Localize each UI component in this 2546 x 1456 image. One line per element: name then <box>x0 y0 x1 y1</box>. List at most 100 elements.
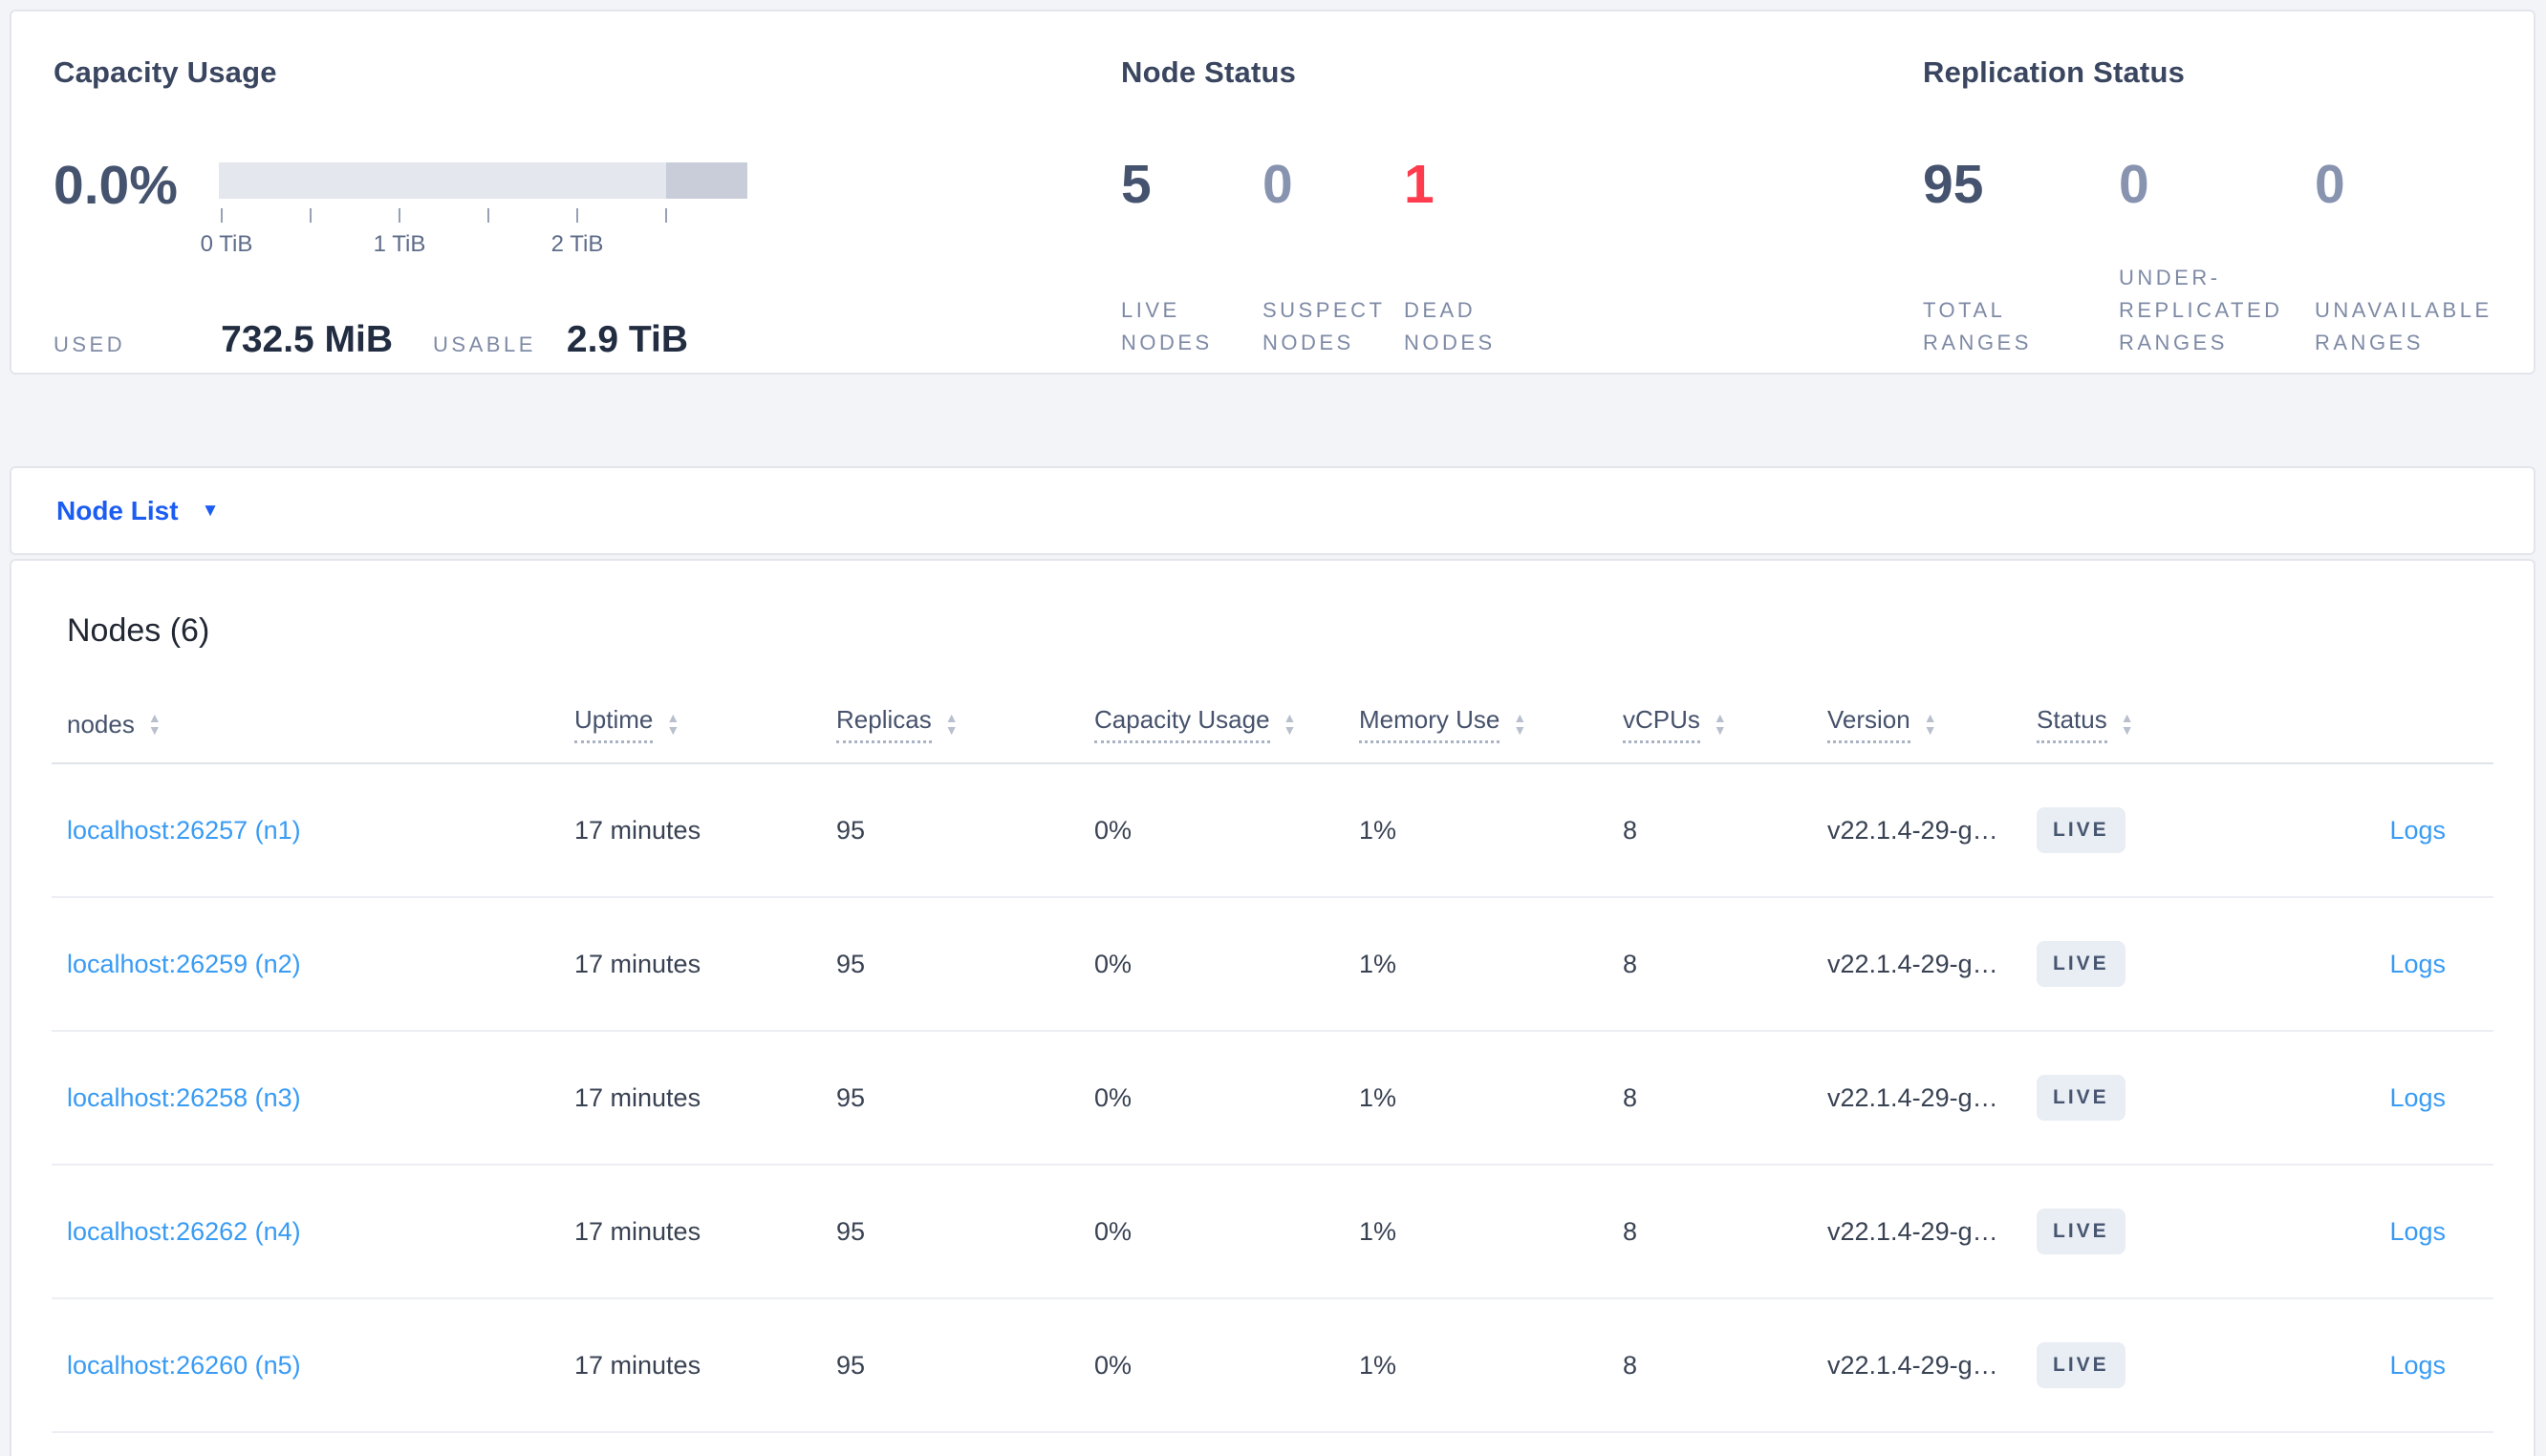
capacity-usage-cell: 0% <box>1094 1216 1133 1246</box>
total-ranges-value: 95 <box>1923 154 1984 215</box>
logs-link[interactable]: Logs <box>2389 1350 2446 1380</box>
cluster-summary-panel: Capacity Usage 0.0% <box>10 10 2535 375</box>
total-ranges-label: TOTAL RANGES <box>1923 298 2032 354</box>
replication-status-title: Replication Status <box>1923 55 2186 89</box>
node-status-section: Node Status 5 LIVE NODES 0 SUSPECT NODES… <box>1121 11 1923 373</box>
uptime-cell: 17 minutes <box>574 815 701 845</box>
column-header-replicas[interactable]: Replicas ▲ ▼ <box>836 705 1094 743</box>
chevron-down-icon[interactable]: ▼ <box>201 500 220 521</box>
capacity-used-percent: 0.0% <box>54 155 178 216</box>
capacity-axis-ticks <box>219 208 754 224</box>
uptime-cell: 17 minutes <box>574 1350 701 1380</box>
replicas-cell: 95 <box>836 1216 866 1246</box>
vcpus-cell: 8 <box>1623 949 1638 978</box>
column-header-version[interactable]: Version ▲ ▼ <box>1827 705 2037 743</box>
memory-use-cell: 1% <box>1359 949 1397 978</box>
vcpus-cell: 8 <box>1623 1216 1638 1246</box>
node-list-dropdown[interactable]: Node List <box>56 495 179 525</box>
dead-nodes-label: DEAD NODES <box>1404 298 1496 354</box>
unavailable-ranges-label: UNAVAILABLE RANGES <box>2315 298 2492 354</box>
nodes-table-header: nodes ▲ ▼ Uptime ▲ ▼ Replicas ▲ ▼ Capacity … <box>52 686 2493 764</box>
live-nodes-label: LIVE NODES <box>1121 298 1213 354</box>
capacity-bar-other-segment <box>666 162 747 199</box>
vcpus-cell: 8 <box>1623 1082 1638 1112</box>
uptime-cell: 17 minutes <box>574 1082 701 1112</box>
dead-nodes-stat: 1 DEAD NODES <box>1404 149 1545 359</box>
status-badge: LIVE <box>2037 807 2125 853</box>
unavailable-ranges-stat: 0 UNAVAILABLE RANGES <box>2315 149 2511 359</box>
memory-use-cell: 1% <box>1359 815 1397 845</box>
column-header-memory-use[interactable]: Memory Use ▲ ▼ <box>1359 705 1623 743</box>
under-replicated-ranges-value: 0 <box>2119 154 2149 215</box>
sort-icon[interactable]: ▲ ▼ <box>1713 710 1727 738</box>
node-link[interactable]: localhost:26258 (n3) <box>67 1082 301 1112</box>
under-replicated-ranges-stat: 0 UNDER- REPLICATED RANGES <box>2119 149 2315 359</box>
column-header-capacity-usage[interactable]: Capacity Usage ▲ ▼ <box>1094 705 1359 743</box>
logs-link[interactable]: Logs <box>2389 949 2446 978</box>
version-cell: v22.1.4-29-g… <box>1827 949 1998 978</box>
capacity-usage-bar-chart: 0 TiB 1 TiB 2 TiB <box>201 151 754 260</box>
replication-status-section: Replication Status 95 TOTAL RANGES 0 UND… <box>1923 11 2534 373</box>
replicas-cell: 95 <box>836 949 866 978</box>
total-ranges-stat: 95 TOTAL RANGES <box>1923 149 2119 359</box>
node-link[interactable]: localhost:26262 (n4) <box>67 1216 301 1246</box>
suspect-nodes-label: SUSPECT NODES <box>1262 298 1386 354</box>
sort-icon[interactable]: ▲ ▼ <box>147 710 162 738</box>
suspect-nodes-stat: 0 SUSPECT NODES <box>1262 149 1404 359</box>
suspect-nodes-value: 0 <box>1262 154 1293 215</box>
status-badge: LIVE <box>2037 941 2125 987</box>
capacity-usage-cell: 0% <box>1094 815 1133 845</box>
memory-use-cell: 1% <box>1359 1216 1397 1246</box>
uptime-cell: 17 minutes <box>574 949 701 978</box>
nodes-table-body: localhost:26257 (n1) 17 minutes 95 0% 1%… <box>52 764 2493 1433</box>
memory-use-cell: 1% <box>1359 1082 1397 1112</box>
sort-icon[interactable]: ▲ ▼ <box>1923 710 1937 738</box>
node-link[interactable]: localhost:26257 (n1) <box>67 815 301 845</box>
capacity-usage-cell: 0% <box>1094 949 1133 978</box>
logs-link[interactable]: Logs <box>2389 815 2446 845</box>
version-cell: v22.1.4-29-g… <box>1827 815 1998 845</box>
used-label: USED <box>54 332 126 356</box>
replicas-cell: 95 <box>836 1350 866 1380</box>
table-row: localhost:26257 (n1) 17 minutes 95 0% 1%… <box>52 764 2493 898</box>
column-header-status[interactable]: Status ▲ ▼ <box>2037 705 2266 743</box>
uptime-cell: 17 minutes <box>574 1216 701 1246</box>
axis-label-0tib: 0 TiB <box>200 231 253 257</box>
sort-icon[interactable]: ▲ ▼ <box>2120 710 2134 738</box>
node-status-title: Node Status <box>1121 55 1297 89</box>
node-link[interactable]: localhost:26260 (n5) <box>67 1350 301 1380</box>
capacity-usage-cell: 0% <box>1094 1350 1133 1380</box>
version-cell: v22.1.4-29-g… <box>1827 1082 1998 1112</box>
capacity-bar-free-segment <box>219 162 666 199</box>
table-row: localhost:26258 (n3) 17 minutes 95 0% 1%… <box>52 1032 2493 1166</box>
logs-link[interactable]: Logs <box>2389 1216 2446 1246</box>
unavailable-ranges-value: 0 <box>2315 154 2345 215</box>
sort-icon[interactable]: ▲ ▼ <box>944 710 959 738</box>
column-header-uptime[interactable]: Uptime ▲ ▼ <box>574 705 836 743</box>
version-cell: v22.1.4-29-g… <box>1827 1216 1998 1246</box>
sort-icon[interactable]: ▲ ▼ <box>1283 710 1297 738</box>
column-header-vcpus[interactable]: vCPUs ▲ ▼ <box>1623 705 1827 743</box>
sort-icon[interactable]: ▲ ▼ <box>1513 710 1527 738</box>
axis-label-1tib: 1 TiB <box>373 231 426 257</box>
view-selector-bar: Node List ▼ <box>10 466 2535 555</box>
capacity-usage-section: Capacity Usage 0.0% <box>54 11 1121 373</box>
node-link[interactable]: localhost:26259 (n2) <box>67 949 301 978</box>
sort-icon[interactable]: ▲ ▼ <box>666 710 680 738</box>
replicas-cell: 95 <box>836 815 866 845</box>
table-row: localhost:26259 (n2) 17 minutes 95 0% 1%… <box>52 898 2493 1032</box>
live-nodes-stat: 5 LIVE NODES <box>1121 149 1262 359</box>
usable-label: USABLE <box>433 332 536 356</box>
column-header-nodes[interactable]: nodes ▲ ▼ <box>67 709 162 739</box>
vcpus-cell: 8 <box>1623 1350 1638 1380</box>
logs-link[interactable]: Logs <box>2389 1082 2446 1112</box>
status-badge: LIVE <box>2037 1075 2125 1121</box>
memory-use-cell: 1% <box>1359 1350 1397 1380</box>
status-badge: LIVE <box>2037 1209 2125 1254</box>
nodes-table-panel: Nodes (6) nodes ▲ ▼ Uptime ▲ ▼ Replicas ▲ ▼… <box>10 559 2535 1456</box>
capacity-usage-title: Capacity Usage <box>54 55 277 89</box>
used-value: 732.5 MiB <box>221 319 394 360</box>
vcpus-cell: 8 <box>1623 815 1638 845</box>
nodes-heading: Nodes (6) <box>67 612 210 649</box>
